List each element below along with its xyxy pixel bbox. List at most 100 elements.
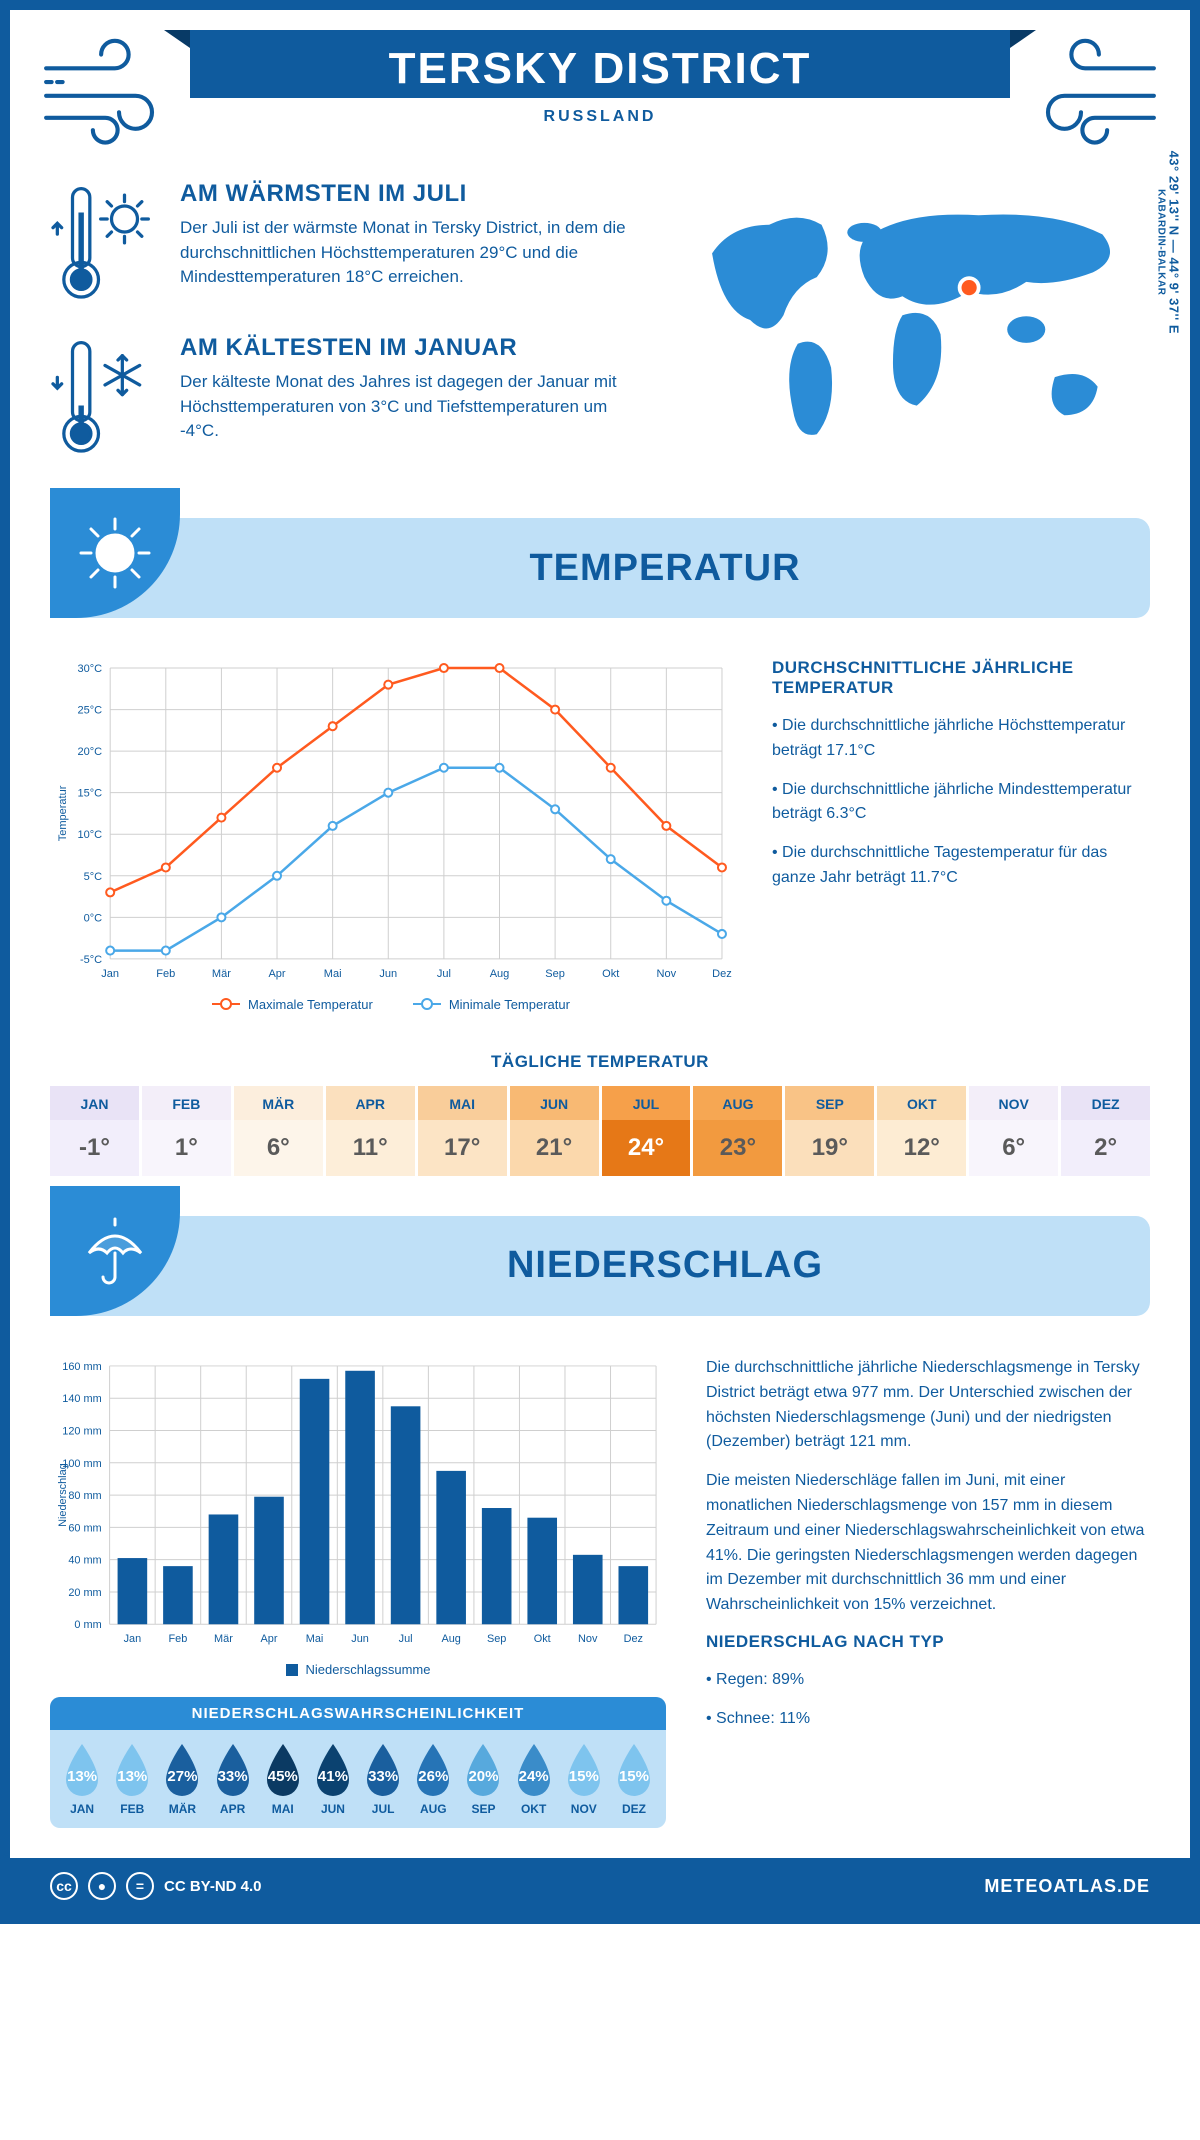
svg-text:Nov: Nov [657,968,677,980]
sun-icon [50,488,180,618]
license-text: CC BY-ND 4.0 [164,1878,262,1895]
svg-text:Mär: Mär [212,968,231,980]
fact-text: Der Juli ist der wärmste Monat in Tersky… [180,216,644,290]
svg-text:Sep: Sep [545,968,565,980]
svg-text:160 mm: 160 mm [62,1361,101,1373]
svg-text:Niederschlag: Niederschlag [57,1463,69,1527]
prob-cell: 15% NOV [560,1740,608,1816]
svg-text:Apr: Apr [261,1633,278,1645]
world-map [674,180,1150,460]
fact-text: Der kälteste Monat des Jahres ist dagege… [180,370,644,444]
prob-cell: 27% MÄR [158,1740,206,1816]
svg-text:Aug: Aug [490,968,510,980]
daily-temp-cell: FEB 1° [142,1086,231,1176]
svg-text:Temperatur: Temperatur [57,785,69,841]
daily-temp-cell: DEZ 2° [1061,1086,1150,1176]
svg-text:Jul: Jul [437,968,451,980]
precip-para: Die durchschnittliche jährliche Niedersc… [706,1356,1150,1455]
svg-text:40 mm: 40 mm [68,1555,101,1567]
temp-legend: .legend-swatch::after{border-color:inher… [50,997,732,1012]
svg-text:25°C: 25°C [78,705,103,717]
precipitation-row: 0 mm20 mm40 mm60 mm80 mm100 mm120 mm140 … [10,1346,1190,1858]
daily-temp-cell: MAI 17° [418,1086,507,1176]
svg-text:80 mm: 80 mm [68,1490,101,1502]
svg-text:30°C: 30°C [78,663,103,675]
daily-temp-cell: NOV 6° [969,1086,1058,1176]
temperature-row: -5°C0°C5°C10°C15°C20°C25°C30°CJanFebMärA… [10,648,1190,1042]
daily-temp-cell: JAN -1° [50,1086,139,1176]
page: TERSKY DISTRICT RUSSLAND [0,0,1200,1924]
svg-text:Mär: Mär [214,1633,233,1645]
fact-title: AM WÄRMSTEN IM JULI [180,180,644,208]
daily-temp-cell: JUN 21° [510,1086,599,1176]
coords-value: 43° 29' 13'' N — 44° 9' 37'' E [1166,151,1181,334]
svg-text:15°C: 15°C [78,788,103,800]
daily-temp-cell: APR 11° [326,1086,415,1176]
svg-text:Aug: Aug [441,1633,460,1645]
prob-cell: 26% AUG [409,1740,457,1816]
header: TERSKY DISTRICT RUSSLAND [10,10,1190,170]
svg-text:Mai: Mai [324,968,342,980]
thermometer-sun-icon [50,180,160,310]
coords-region: KABARDIN-BALKAR [1155,151,1166,334]
legend-min: Minimale Temperatur [449,997,570,1012]
prob-cell: 13% FEB [108,1740,156,1816]
svg-text:Mai: Mai [306,1633,324,1645]
svg-text:0°C: 0°C [84,912,103,924]
svg-text:Jul: Jul [399,1633,413,1645]
umbrella-icon [50,1186,180,1316]
license: cc ● = CC BY-ND 4.0 [50,1872,262,1900]
svg-text:-5°C: -5°C [80,954,102,966]
precipitation-chart: 0 mm20 mm40 mm60 mm80 mm100 mm120 mm140 … [50,1356,666,1828]
svg-text:10°C: 10°C [78,829,103,841]
precip-para: Die meisten Niederschläge fallen im Juni… [706,1469,1150,1618]
svg-text:Jan: Jan [124,1633,142,1645]
prob-cell: 41% JUN [309,1740,357,1816]
section-title: TEMPERATUR [180,547,1150,590]
summary-bullet: Die durchschnittliche jährliche Mindestt… [772,778,1150,828]
cc-icon: cc [50,1872,78,1900]
svg-text:Dez: Dez [712,968,732,980]
svg-text:60 mm: 60 mm [68,1522,101,1534]
precip-legend: Niederschlagssumme [50,1662,666,1677]
nd-icon: = [126,1872,154,1900]
precipitation-summary: Die durchschnittliche jährliche Niedersc… [706,1356,1150,1828]
fact-warmest: AM WÄRMSTEN IM JULI Der Juli ist der wär… [50,180,644,310]
summary-bullet: Die durchschnittliche jährliche Höchstte… [772,714,1150,764]
site-name: METEOATLAS.DE [984,1876,1150,1897]
prob-cell: 13% JAN [58,1740,106,1816]
daily-temp-cell: AUG 23° [693,1086,782,1176]
svg-text:Feb: Feb [169,1633,188,1645]
svg-text:Sep: Sep [487,1633,506,1645]
prob-cell: 33% APR [209,1740,257,1816]
thermometer-snow-icon [50,334,160,464]
prob-title: NIEDERSCHLAGSWAHRSCHEINLICHKEIT [50,1697,666,1730]
map-column: 43° 29' 13'' N — 44° 9' 37'' E KABARDIN-… [674,180,1150,488]
daily-temp-cell: MÄR 6° [234,1086,323,1176]
temperature-chart: -5°C0°C5°C10°C15°C20°C25°C30°CJanFebMärA… [50,658,732,1012]
svg-text:Jan: Jan [101,968,119,980]
daily-temp-title: TÄGLICHE TEMPERATUR [10,1052,1190,1072]
temperature-banner: TEMPERATUR [50,518,1150,618]
wind-icon [1022,38,1162,148]
svg-text:Jun: Jun [379,968,397,980]
svg-text:Apr: Apr [268,968,285,980]
summary-heading: DURCHSCHNITTLICHE JÄHRLICHE TEMPERATUR [772,658,1150,698]
legend-bar: Niederschlagssumme [306,1662,431,1677]
svg-text:20 mm: 20 mm [68,1587,101,1599]
footer: cc ● = CC BY-ND 4.0 METEOATLAS.DE [10,1858,1190,1914]
svg-text:0 mm: 0 mm [74,1619,101,1631]
svg-text:Feb: Feb [156,968,175,980]
fact-title: AM KÄLTESTEN IM JANUAR [180,334,644,362]
precip-probability: NIEDERSCHLAGSWAHRSCHEINLICHKEIT 13% JAN … [50,1697,666,1828]
summary-bullet: Die durchschnittliche Tagestemperatur fü… [772,841,1150,891]
legend-max: Maximale Temperatur [248,997,373,1012]
prob-cell: 45% MAI [259,1740,307,1816]
svg-text:Dez: Dez [624,1633,643,1645]
svg-text:120 mm: 120 mm [62,1425,101,1437]
section-title: NIEDERSCHLAG [180,1244,1150,1287]
daily-temp-cell: SEP 19° [785,1086,874,1176]
temperature-summary: DURCHSCHNITTLICHE JÄHRLICHE TEMPERATUR D… [772,658,1150,1012]
facts-column: AM WÄRMSTEN IM JULI Der Juli ist der wär… [50,180,644,488]
precip-type-bullet: Schnee: 11% [706,1707,1150,1732]
